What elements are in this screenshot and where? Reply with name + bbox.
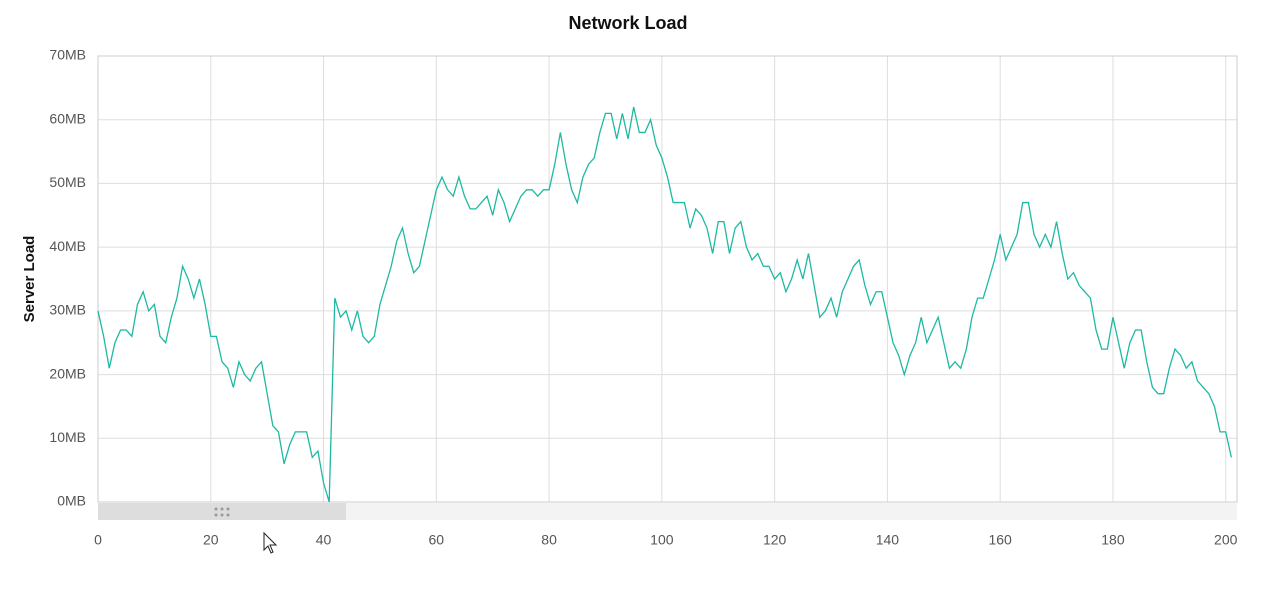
x-tick-label: 180 bbox=[1101, 532, 1125, 548]
scrollbar-grip bbox=[214, 507, 230, 517]
x-tick-label: 100 bbox=[650, 532, 674, 548]
chart-title: Network Load bbox=[568, 13, 687, 33]
y-axis-label: Server Load bbox=[21, 236, 38, 323]
x-tick-label: 120 bbox=[763, 532, 787, 548]
y-tick-label: 60MB bbox=[49, 110, 86, 126]
y-tick-label: 20MB bbox=[49, 365, 86, 381]
x-tick-label: 40 bbox=[316, 532, 332, 548]
x-tick-label: 60 bbox=[429, 532, 445, 548]
grid bbox=[97, 55, 1237, 503]
scrollbar-thumb[interactable] bbox=[98, 503, 346, 520]
y-tick-label: 40MB bbox=[49, 238, 86, 254]
scrollbar-track[interactable] bbox=[98, 503, 1237, 520]
x-tick-label: 160 bbox=[988, 532, 1012, 548]
y-tick-label: 30MB bbox=[49, 302, 86, 318]
x-tick-label: 20 bbox=[203, 532, 219, 548]
y-tick-label: 50MB bbox=[49, 174, 86, 190]
y-tick-label: 0MB bbox=[57, 493, 86, 509]
y-tick-label: 70MB bbox=[49, 47, 86, 63]
cursor bbox=[263, 531, 278, 554]
x-tick-label: 80 bbox=[541, 532, 557, 548]
plot-frame bbox=[97, 55, 1238, 503]
y-tick-label: 10MB bbox=[49, 429, 86, 445]
x-tick-label: 0 bbox=[94, 532, 102, 548]
data-line bbox=[97, 106, 1232, 503]
x-tick-label: 140 bbox=[876, 532, 900, 548]
x-tick-label: 200 bbox=[1214, 532, 1238, 548]
